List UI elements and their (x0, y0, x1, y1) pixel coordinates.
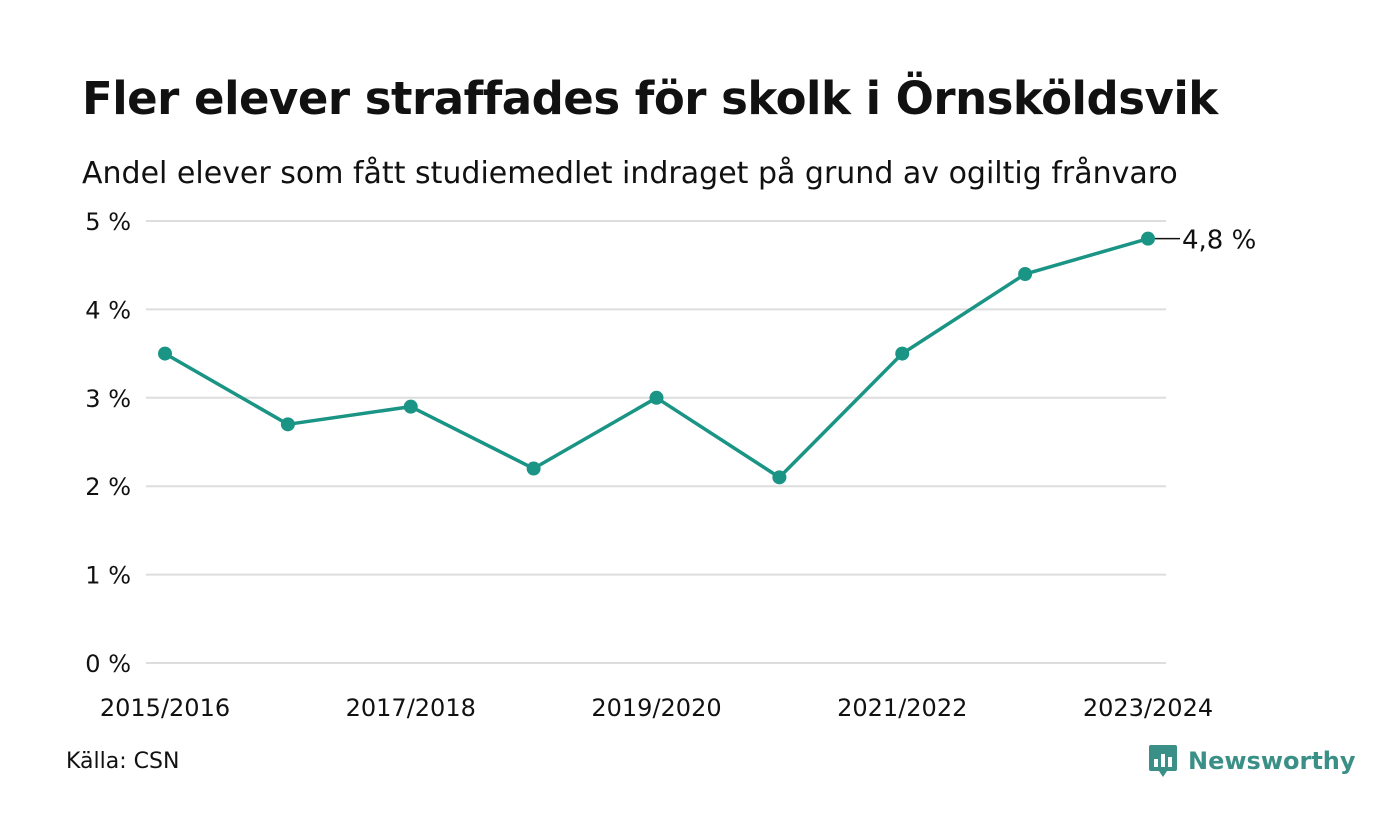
series-layer (164, 236, 1149, 480)
y-tick-label: 3 % (85, 385, 131, 413)
x-tick-label: 2019/2020 (591, 694, 721, 722)
chart-title: Fler elever straffades för skolk i Örnsk… (82, 72, 1218, 125)
y-tick-label: 1 % (85, 562, 131, 590)
newsworthy-logo-icon (1149, 745, 1177, 777)
y-axis-ticks: 0 % 1 % 2 % 3 % 4 % 5 % (85, 208, 131, 678)
data-point (895, 346, 910, 361)
brand-name: Newsworthy (1188, 747, 1356, 775)
y-tick-label: 5 % (85, 208, 131, 236)
data-points (158, 231, 1155, 485)
source-note: Källa: CSN (66, 749, 180, 774)
data-point (1141, 231, 1155, 246)
y-tick-label: 4 % (85, 296, 131, 324)
y-tick-label: 2 % (85, 473, 131, 501)
brand-logo: Newsworthy (1148, 744, 1356, 778)
x-tick-label: 2015/2016 (100, 694, 230, 722)
data-point (526, 461, 541, 476)
x-axis-ticks: 2015/2016 2017/2018 2019/2020 2021/2022 2023… (100, 694, 1213, 722)
y-tick-label: 0 % (85, 650, 131, 678)
data-point (649, 390, 664, 405)
data-point (403, 399, 418, 414)
data-point (1018, 267, 1033, 282)
grid-lines (146, 220, 1166, 664)
end-value-label: 4,8 % (1182, 226, 1256, 256)
end-label-group: 4,8 % (1155, 226, 1256, 256)
x-tick-label: 2017/2018 (346, 694, 476, 722)
data-point (772, 470, 787, 485)
data-point (158, 346, 172, 361)
chart-subtitle: Andel elever som fått studiemedlet indra… (82, 156, 1178, 191)
data-point (280, 417, 295, 432)
series-line (164, 236, 1149, 480)
x-tick-label: 2021/2022 (837, 694, 967, 722)
x-tick-label: 2023/2024 (1083, 694, 1213, 722)
